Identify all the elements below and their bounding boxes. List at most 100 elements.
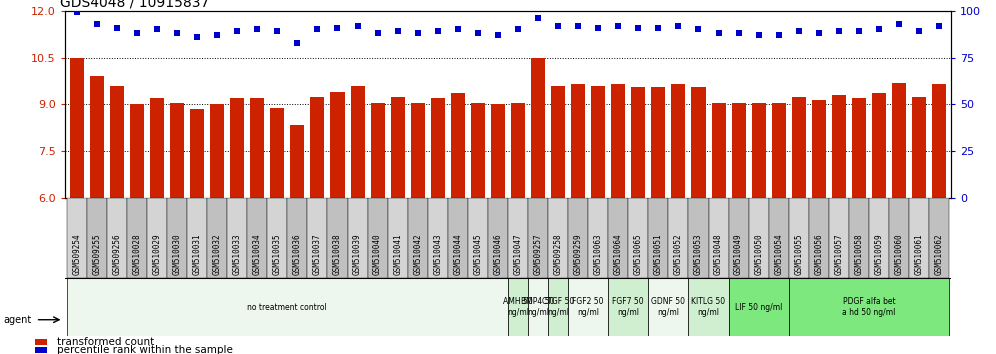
Text: GSM510044: GSM510044: [453, 233, 462, 275]
Point: [591, 25, 607, 30]
Text: GSM510054: GSM510054: [774, 233, 783, 275]
Bar: [427, 198, 448, 278]
Point: [670, 23, 686, 28]
Text: GSM510063: GSM510063: [594, 233, 603, 275]
Text: AMH 50
ng/ml: AMH 50 ng/ml: [503, 297, 533, 317]
Bar: [448, 198, 468, 278]
Bar: [708, 198, 728, 278]
Point: [389, 28, 405, 34]
Bar: [769, 198, 789, 278]
Point: [510, 27, 526, 32]
Text: FGF2 50
ng/ml: FGF2 50 ng/ml: [573, 297, 604, 317]
Point: [109, 25, 124, 30]
Bar: [832, 95, 846, 354]
Text: GSM510048: GSM510048: [714, 233, 723, 275]
Text: CTGF 50
ng/ml: CTGF 50 ng/ml: [542, 297, 575, 317]
Text: LIF 50 ng/ml: LIF 50 ng/ml: [735, 303, 782, 312]
Bar: [772, 103, 786, 354]
Bar: [691, 87, 705, 354]
Bar: [187, 198, 207, 278]
Text: GSM510039: GSM510039: [353, 233, 362, 275]
Point: [731, 30, 747, 36]
Bar: [508, 278, 528, 336]
Text: GSM510041: GSM510041: [393, 233, 402, 275]
Point: [409, 30, 425, 36]
Bar: [288, 198, 308, 278]
Point: [69, 10, 85, 15]
Bar: [210, 104, 224, 354]
Bar: [528, 198, 548, 278]
Point: [690, 27, 706, 32]
Point: [330, 25, 346, 30]
Bar: [568, 278, 609, 336]
Text: GSM510055: GSM510055: [794, 233, 803, 275]
Bar: [170, 103, 184, 354]
Bar: [671, 84, 685, 354]
Text: GSM510050: GSM510050: [754, 233, 763, 275]
Bar: [869, 198, 889, 278]
Bar: [711, 103, 725, 354]
Point: [209, 32, 225, 38]
Point: [249, 27, 265, 32]
Point: [891, 21, 907, 27]
Point: [611, 23, 626, 28]
Bar: [129, 104, 144, 354]
Bar: [651, 87, 665, 354]
Bar: [852, 98, 866, 354]
Bar: [592, 86, 606, 354]
Point: [831, 28, 847, 34]
Bar: [87, 198, 107, 278]
Bar: [390, 97, 404, 354]
Text: GSM510051: GSM510051: [654, 233, 663, 275]
Bar: [551, 86, 565, 354]
Text: GSM510061: GSM510061: [914, 233, 923, 275]
Bar: [631, 87, 645, 354]
Text: GSM510033: GSM510033: [233, 233, 242, 275]
Bar: [227, 198, 247, 278]
Text: transformed count: transformed count: [58, 337, 154, 347]
Point: [149, 27, 165, 32]
Text: GSM510047: GSM510047: [514, 233, 523, 275]
Bar: [789, 198, 809, 278]
Bar: [792, 97, 806, 354]
Bar: [609, 278, 648, 336]
Point: [811, 30, 827, 36]
Bar: [471, 103, 485, 354]
Bar: [929, 198, 949, 278]
Bar: [531, 58, 545, 354]
Bar: [688, 198, 708, 278]
Point: [550, 23, 566, 28]
Text: agent: agent: [3, 315, 32, 325]
Bar: [889, 198, 909, 278]
Bar: [829, 198, 849, 278]
Bar: [90, 76, 104, 354]
Bar: [267, 198, 288, 278]
Text: GSM510038: GSM510038: [333, 233, 342, 275]
Bar: [167, 198, 187, 278]
Text: GSM509256: GSM509256: [113, 233, 122, 275]
Text: GSM510046: GSM510046: [493, 233, 502, 275]
Point: [169, 30, 185, 36]
Text: GSM510065: GSM510065: [633, 233, 642, 275]
Point: [490, 32, 506, 38]
Bar: [107, 198, 126, 278]
Text: GSM510049: GSM510049: [734, 233, 743, 275]
Text: GSM510064: GSM510064: [614, 233, 622, 275]
Point: [650, 25, 666, 30]
Text: GSM510034: GSM510034: [253, 233, 262, 275]
Text: GSM509257: GSM509257: [534, 233, 543, 275]
Point: [911, 28, 927, 34]
Bar: [311, 97, 325, 354]
Bar: [247, 198, 267, 278]
Bar: [407, 198, 427, 278]
Bar: [67, 198, 87, 278]
Bar: [728, 198, 749, 278]
Point: [872, 27, 887, 32]
Bar: [291, 125, 305, 354]
Bar: [749, 198, 769, 278]
Text: GSM510037: GSM510037: [313, 233, 322, 275]
Bar: [668, 198, 688, 278]
Text: GSM510030: GSM510030: [172, 233, 181, 275]
Bar: [328, 198, 348, 278]
Text: FGF7 50
ng/ml: FGF7 50 ng/ml: [613, 297, 644, 317]
